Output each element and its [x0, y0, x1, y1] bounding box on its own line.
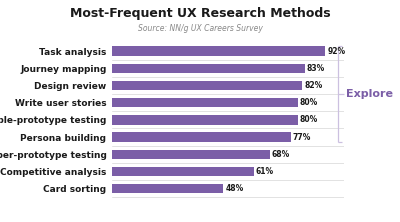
- Bar: [112, 150, 270, 159]
- Text: Source: NN/g UX Careers Survey: Source: NN/g UX Careers Survey: [138, 24, 262, 34]
- Text: 61%: 61%: [255, 167, 274, 176]
- Text: 80%: 80%: [300, 98, 318, 107]
- Bar: [112, 167, 254, 176]
- Bar: [112, 81, 302, 90]
- Bar: [112, 184, 223, 193]
- Bar: [112, 132, 291, 142]
- Text: 80%: 80%: [300, 115, 318, 124]
- Text: 48%: 48%: [225, 184, 244, 193]
- Bar: [112, 115, 298, 125]
- Text: 83%: 83%: [306, 64, 325, 73]
- Text: 68%: 68%: [272, 150, 290, 159]
- Text: 82%: 82%: [304, 81, 322, 90]
- Bar: [112, 63, 304, 73]
- Bar: [112, 98, 298, 107]
- Text: 77%: 77%: [292, 133, 311, 142]
- Text: Most-Frequent UX Research Methods: Most-Frequent UX Research Methods: [70, 7, 330, 20]
- Text: Explore: Explore: [346, 89, 393, 99]
- Text: 92%: 92%: [327, 47, 346, 56]
- Bar: [112, 46, 326, 56]
